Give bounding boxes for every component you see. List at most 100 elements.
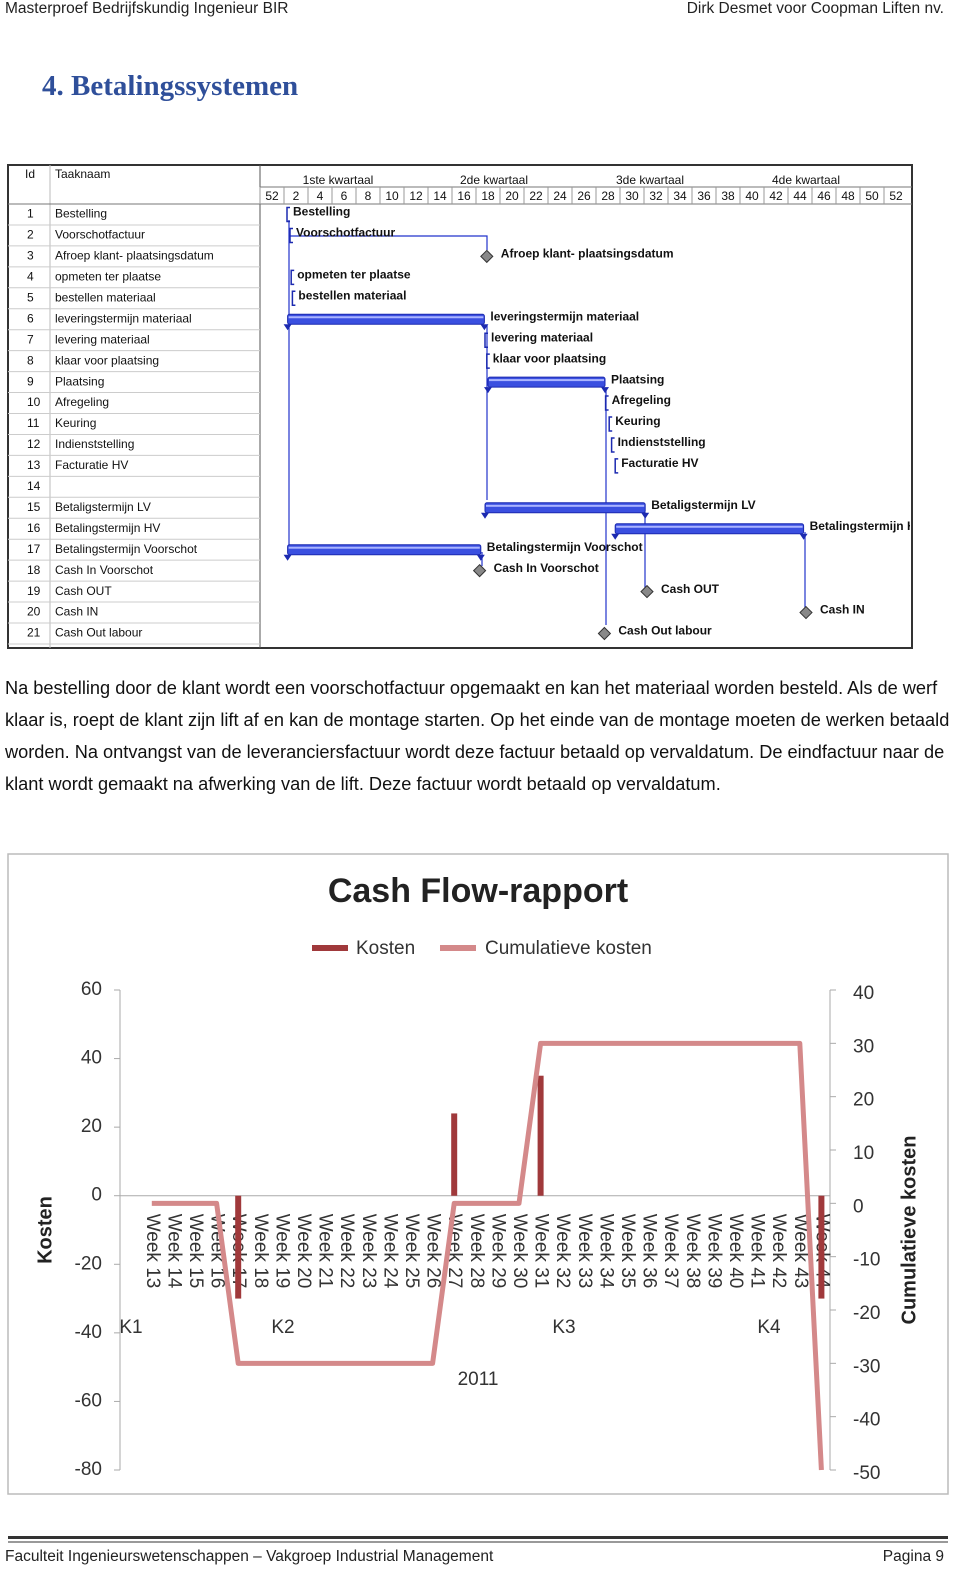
task-name: Cash OUT xyxy=(55,584,112,598)
week-label: 22 xyxy=(529,189,543,203)
bar xyxy=(818,1195,825,1299)
task-name: klaar voor plaatsing xyxy=(55,353,159,367)
task-id: 4 xyxy=(27,270,34,284)
y2-axis-label: Cumulatieve kosten xyxy=(898,1136,920,1325)
milestone-tick xyxy=(289,227,293,244)
task-bar-label: leveringstermijn materiaal xyxy=(490,309,639,323)
x-tick-label: Week 31 xyxy=(531,1214,552,1289)
gantt-area: Bestelling Voorschotfactuur Afroep klant- … xyxy=(283,205,910,641)
week-label: 30 xyxy=(625,189,639,203)
task-name: Afregeling xyxy=(55,395,109,409)
task-bar-label: Cash Out labour xyxy=(618,624,712,638)
bar xyxy=(235,1195,242,1299)
task-id: 14 xyxy=(27,479,41,493)
gantt-bar-highlight xyxy=(288,316,484,319)
legend-label: Cumulatieve kosten xyxy=(485,938,652,959)
group-label: K2 xyxy=(271,1317,294,1338)
task-name: Facturatie HV xyxy=(55,458,128,472)
y-tick-label: -40 xyxy=(75,1322,102,1343)
footer-left: Faculteit Ingenieurswetenschappen – Vakg… xyxy=(5,1548,494,1565)
task-id: 9 xyxy=(27,374,34,388)
x-tick-label: Week 15 xyxy=(185,1214,206,1289)
header-left: Masterproef Bedrijfskundig Ingenieur BIR xyxy=(5,0,289,17)
milestone-tick xyxy=(290,269,295,286)
week-label: 28 xyxy=(601,189,615,203)
x-tick-label: Week 43 xyxy=(790,1214,811,1289)
task-bar-label: levering materiaal xyxy=(491,330,593,344)
week-label: 24 xyxy=(553,189,567,203)
y-tick-label: -80 xyxy=(75,1459,102,1480)
quarter-label: 4de kwartaal xyxy=(772,173,840,187)
task-bar-label: bestellen materiaal xyxy=(298,288,406,302)
body-paragraph: Na bestelling door de klant wordt een vo… xyxy=(5,678,950,794)
week-label: 38 xyxy=(721,189,735,203)
x-tick-label: Week 42 xyxy=(768,1214,789,1289)
task-bar-label: Cash In Voorschot xyxy=(494,561,599,575)
week-label: 40 xyxy=(745,189,759,203)
y2-tick-label: -50 xyxy=(853,1463,880,1484)
task-name: Betalingstermijn Voorschot xyxy=(55,542,198,556)
task-name: Indienststelling xyxy=(55,437,134,451)
week-label: 14 xyxy=(433,189,447,203)
milestone-tick xyxy=(614,458,619,474)
gantt-bar xyxy=(484,502,646,514)
y2-tick-label: 20 xyxy=(853,1090,874,1111)
gantt-bar-highlight xyxy=(489,379,604,382)
x-tick-label: Week 34 xyxy=(595,1214,616,1289)
x-tick-label: Week 39 xyxy=(703,1214,724,1289)
x-tick-label: Week 23 xyxy=(358,1214,379,1289)
y-tick-label: 20 xyxy=(81,1116,102,1137)
x-tick-label: Week 18 xyxy=(250,1214,271,1289)
footer-rule xyxy=(8,1536,948,1539)
y2-tick-label: -10 xyxy=(853,1250,880,1271)
task-id: 5 xyxy=(27,290,34,304)
y2-tick-label: 10 xyxy=(853,1143,874,1164)
week-label: 50 xyxy=(865,189,879,203)
y-tick-label: 60 xyxy=(81,979,102,1000)
x-tick-label: Week 13 xyxy=(142,1214,163,1289)
y2-tick-label: -20 xyxy=(853,1303,880,1324)
x-tick-label: Week 36 xyxy=(639,1214,660,1289)
task-bar-label: Betaligstermijn LV xyxy=(651,498,755,512)
week-label: 42 xyxy=(769,189,783,203)
y2-tick-label: 40 xyxy=(853,983,874,1004)
gantt-bar-highlight xyxy=(486,504,645,507)
x-tick-label: Week 20 xyxy=(293,1214,314,1289)
milestone-tick xyxy=(608,416,613,432)
milestone-diamond xyxy=(597,626,612,641)
task-id: 11 xyxy=(27,416,40,430)
week-label: 34 xyxy=(673,189,687,203)
x-tick-label: Week 19 xyxy=(271,1214,292,1289)
x-tick-label: Week 21 xyxy=(315,1214,336,1289)
x-tick-label: Week 35 xyxy=(617,1214,638,1289)
x-tick-label: Week 40 xyxy=(725,1214,746,1289)
x-tick-label: Week 41 xyxy=(747,1214,768,1289)
milestone-tick xyxy=(286,206,290,223)
x-tick-label: Week 38 xyxy=(682,1214,703,1289)
task-name: Cash IN xyxy=(55,605,98,619)
chart-title: Cash Flow-rapport xyxy=(328,872,628,910)
task-bar-label: Voorschotfactuur xyxy=(296,226,395,240)
week-label: 52 xyxy=(889,189,903,203)
milestone-diamond xyxy=(640,584,654,599)
task-id: 17 xyxy=(27,542,41,556)
task-name: Betaligstermijn LV xyxy=(55,500,151,514)
task-bar-label: Betalingstermijn Voorschot xyxy=(487,540,643,554)
week-label: 36 xyxy=(697,189,711,203)
header-right: Dirk Desmet voor Coopman Liften nv. xyxy=(686,0,944,17)
section-heading: 4. Betalingssystemen xyxy=(42,70,299,102)
task-bar-label: Cash OUT xyxy=(661,582,720,596)
task-bar-label: Bestelling xyxy=(293,205,350,219)
task-id: 13 xyxy=(27,458,41,472)
x-tick-label: Week 25 xyxy=(401,1214,422,1289)
milestone-tick xyxy=(610,437,615,453)
task-id: 12 xyxy=(27,437,41,451)
milestone-tick xyxy=(291,290,296,307)
bar xyxy=(537,1075,544,1196)
week-label: 12 xyxy=(409,189,423,203)
x-tick-label: Week 24 xyxy=(379,1214,400,1289)
task-bar-label: opmeten ter plaatse xyxy=(297,268,411,282)
gantt-bar xyxy=(287,544,482,556)
task-name: Cash Out labour xyxy=(55,626,142,640)
task-bar-label: Indienststelling xyxy=(618,435,706,449)
